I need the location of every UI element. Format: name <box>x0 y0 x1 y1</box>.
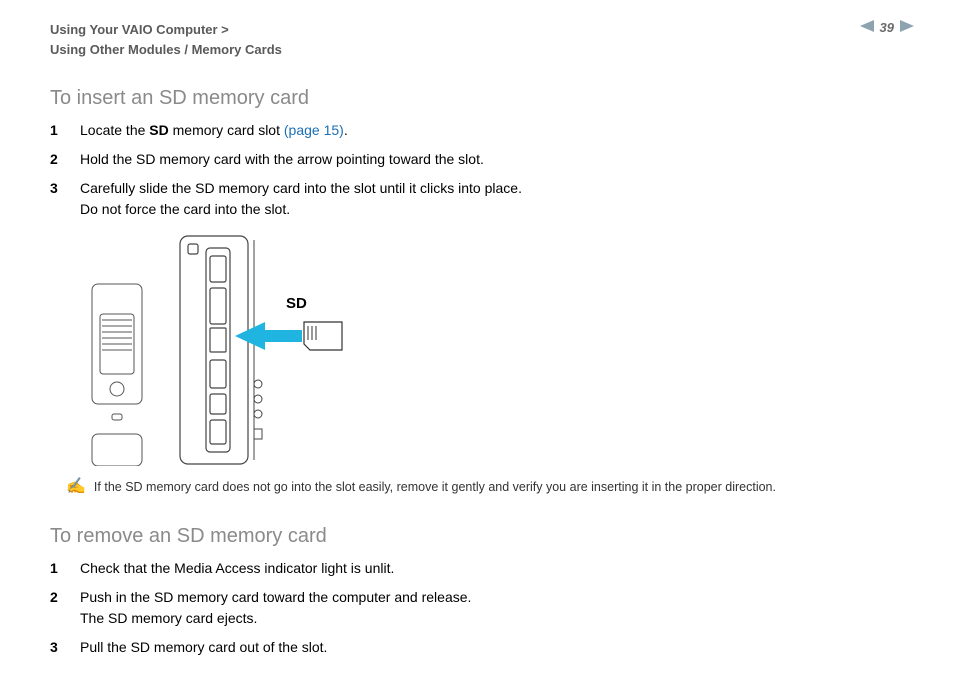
step-text: Carefully slide the SD memory card into … <box>80 178 914 220</box>
step-text: Check that the Media Access indicator li… <box>80 558 914 579</box>
insert-steps: 1 Locate the SD memory card slot (page 1… <box>50 120 914 220</box>
page-header: Using Your VAIO Computer > Using Other M… <box>50 20 914 59</box>
step-number: 1 <box>50 120 62 141</box>
page-link[interactable]: (page 15) <box>284 122 344 138</box>
note-text: If the SD memory card does not go into t… <box>94 479 776 497</box>
sd-insert-figure: SD <box>90 234 914 471</box>
breadcrumb: Using Your VAIO Computer > Using Other M… <box>50 20 282 59</box>
step-number: 3 <box>50 637 62 658</box>
page-nav: 39 <box>860 20 914 35</box>
sd-label: SD <box>286 295 307 312</box>
step-number: 3 <box>50 178 62 220</box>
insert-step-3: 3 Carefully slide the SD memory card int… <box>50 178 914 220</box>
remove-step-1: 1 Check that the Media Access indicator … <box>50 558 914 579</box>
step-text: Hold the SD memory card with the arrow p… <box>80 149 914 170</box>
next-page-icon[interactable] <box>900 20 914 35</box>
step-number: 1 <box>50 558 62 579</box>
note-icon: ✍ <box>66 479 86 495</box>
prev-page-icon[interactable] <box>860 20 874 35</box>
step-text: Push in the SD memory card toward the co… <box>80 587 914 629</box>
remove-steps: 1 Check that the Media Access indicator … <box>50 558 914 658</box>
insert-step-1: 1 Locate the SD memory card slot (page 1… <box>50 120 914 141</box>
remove-step-2: 2 Push in the SD memory card toward the … <box>50 587 914 629</box>
step-number: 2 <box>50 149 62 170</box>
page-number: 39 <box>880 20 894 35</box>
insert-note: ✍ If the SD memory card does not go into… <box>66 479 914 497</box>
breadcrumb-line2: Using Other Modules / Memory Cards <box>50 40 282 60</box>
step-number: 2 <box>50 587 62 629</box>
insert-section-title: To insert an SD memory card <box>50 87 914 110</box>
remove-section-title: To remove an SD memory card <box>50 525 914 548</box>
insert-step-2: 2 Hold the SD memory card with the arrow… <box>50 149 914 170</box>
remove-step-3: 3 Pull the SD memory card out of the slo… <box>50 637 914 658</box>
step-text: Locate the SD memory card slot (page 15)… <box>80 120 914 141</box>
breadcrumb-line1: Using Your VAIO Computer > <box>50 20 282 40</box>
step-text: Pull the SD memory card out of the slot. <box>80 637 914 658</box>
